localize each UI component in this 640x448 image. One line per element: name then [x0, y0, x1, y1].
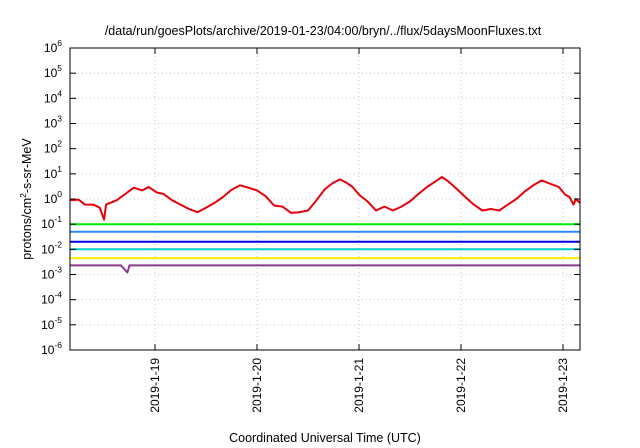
y-tick-label-exp: 2 [57, 139, 62, 149]
y-tick-label-base: 10 [44, 142, 58, 156]
series-line [69, 176, 581, 221]
y-tick-label: 104 [44, 88, 62, 105]
y-tick-label: 103 [44, 114, 62, 131]
y-tick-label-base: 10 [44, 167, 58, 181]
y-tick-label: 101 [44, 164, 62, 181]
x-tick-label: 2019-1-19 [148, 358, 162, 413]
y-tick-label: 10-2 [41, 239, 62, 256]
y-tick-label: 100 [44, 189, 62, 206]
y-axis-label-prefix: protons/cm [20, 198, 34, 260]
x-tick-label: 2019-1-20 [250, 358, 264, 413]
chart-title: /data/run/goesPlots/archive/2019-01-23/0… [105, 24, 542, 38]
y-axis-label: protons/cm2-s-sr-MeV [18, 138, 34, 260]
x-tick-label: 2019-1-23 [556, 358, 570, 413]
series-line [70, 264, 580, 274]
y-tick-label-base: 10 [41, 293, 55, 307]
grid [70, 48, 580, 350]
y-tick-label-base: 10 [41, 318, 55, 332]
y-tick-label-exp: -4 [54, 290, 62, 300]
y-tick-label-exp: 4 [57, 88, 62, 98]
y-tick-label-exp: -6 [54, 340, 62, 350]
y-tick-label-exp: 0 [57, 189, 62, 199]
y-tick-label-base: 10 [44, 192, 58, 206]
y-tick-label-exp: -5 [54, 315, 62, 325]
y-tick-label: 105 [44, 63, 62, 80]
y-tick-label-exp: -3 [54, 265, 62, 275]
y-tick-label-exp: 6 [57, 38, 62, 48]
y-tick-label-exp: 1 [57, 164, 62, 174]
y-tick-label-base: 10 [41, 268, 55, 282]
y-tick-label: 10-1 [41, 214, 62, 231]
ticks [70, 47, 580, 351]
x-tick-label: 2019-1-21 [352, 358, 366, 413]
series-group [69, 176, 581, 274]
y-tick-label-base: 10 [44, 91, 58, 105]
y-tick-label: 106 [44, 38, 62, 55]
y-tick-label-exp: 5 [57, 63, 62, 73]
y-tick-label: 102 [44, 139, 62, 156]
y-axis-label-sup: 2 [18, 193, 28, 198]
y-tick-label-base: 10 [44, 66, 58, 80]
y-tick-label-exp: -2 [54, 239, 62, 249]
y-tick-label-base: 10 [41, 343, 55, 357]
y-tick-label-base: 10 [44, 41, 58, 55]
y-tick-label-exp: 3 [57, 114, 62, 124]
y-tick-label: 10-3 [41, 265, 62, 282]
y-tick-label-base: 10 [44, 117, 58, 131]
y-tick-label: 10-6 [41, 340, 62, 357]
y-tick-labels: 10-610-510-410-310-210-11001011021031041… [41, 38, 62, 357]
y-tick-label-base: 10 [41, 242, 55, 256]
y-axis-label-suffix: -s-sr-MeV [20, 138, 34, 194]
x-axis-label: Coordinated Universal Time (UTC) [229, 431, 421, 445]
y-tick-label: 10-5 [41, 315, 62, 332]
y-tick-label-base: 10 [41, 217, 55, 231]
x-tick-label: 2019-1-22 [454, 358, 468, 413]
y-tick-label: 10-4 [41, 290, 62, 307]
x-tick-labels: 2019-1-19 2019-1-20 2019-1-21 2019-1-22 2019… [148, 358, 570, 413]
y-tick-label-exp: -1 [54, 214, 62, 224]
